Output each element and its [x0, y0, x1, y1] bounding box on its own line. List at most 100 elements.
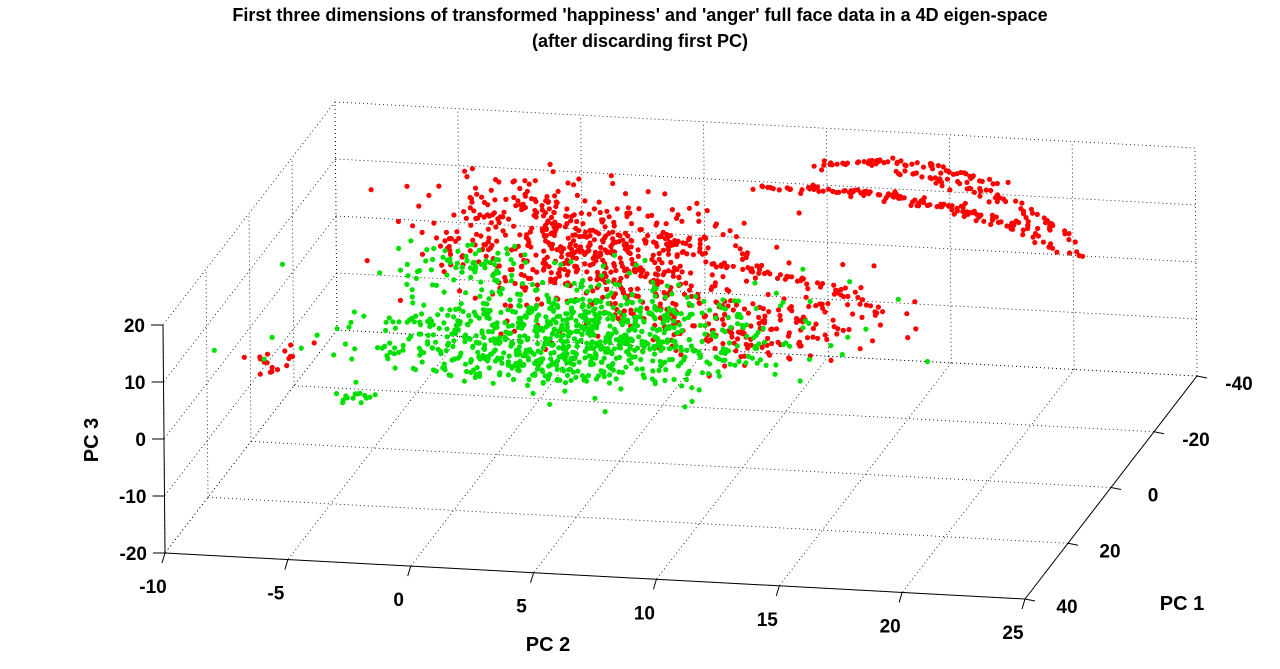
- data-point: [869, 338, 876, 344]
- data-point: [509, 365, 515, 371]
- data-point: [351, 309, 357, 315]
- data-point: [703, 259, 709, 265]
- data-point: [433, 339, 439, 345]
- data-point: [652, 379, 658, 385]
- data-point: [534, 287, 540, 293]
- data-point: [342, 341, 348, 347]
- data-point: [515, 198, 521, 204]
- data-point: [568, 360, 574, 366]
- data-point: [655, 266, 662, 272]
- data-point: [331, 352, 337, 358]
- data-point: [977, 193, 983, 199]
- data-point: [486, 213, 492, 219]
- data-point: [743, 254, 749, 261]
- data-point: [938, 201, 944, 207]
- data-point: [658, 363, 664, 369]
- data-point: [775, 307, 782, 313]
- data-point: [576, 359, 582, 365]
- data-point: [511, 328, 518, 334]
- grid-line: [287, 336, 461, 560]
- data-point: [740, 266, 746, 272]
- data-point: [516, 367, 522, 374]
- data-point: [610, 236, 616, 242]
- data-point: [904, 311, 910, 317]
- data-point: [971, 189, 978, 195]
- data-point: [542, 373, 548, 379]
- data-point: [642, 257, 648, 263]
- data-point: [605, 278, 611, 284]
- data-point: [522, 352, 528, 359]
- data-point: [516, 303, 522, 309]
- data-point: [599, 273, 605, 279]
- data-point: [473, 333, 479, 339]
- data-point: [845, 293, 851, 299]
- data-point: [473, 371, 479, 378]
- y-tick-label: 0: [1148, 486, 1159, 507]
- data-point: [518, 271, 524, 278]
- data-point: [565, 180, 571, 186]
- data-point: [687, 287, 693, 293]
- data-point: [639, 341, 645, 347]
- data-point: [992, 195, 999, 201]
- data-point: [600, 217, 606, 223]
- data-point: [811, 163, 817, 169]
- data-point: [626, 299, 632, 305]
- data-point: [813, 303, 819, 309]
- data-point: [908, 202, 914, 208]
- data-point: [543, 226, 550, 232]
- x-tick-label: -5: [267, 584, 284, 605]
- data-point: [622, 294, 628, 300]
- data-point: [465, 322, 471, 328]
- data-point: [803, 318, 809, 324]
- data-point: [574, 287, 580, 293]
- data-point: [641, 319, 647, 325]
- data-point: [534, 296, 541, 302]
- data-point: [372, 392, 378, 398]
- data-point: [400, 342, 406, 348]
- data-point: [479, 194, 485, 200]
- data-point: [387, 349, 393, 355]
- data-point: [683, 280, 689, 286]
- x-tick-mark: [407, 565, 412, 577]
- data-point: [825, 301, 831, 307]
- data-point: [584, 269, 590, 275]
- data-point: [610, 316, 616, 322]
- data-point: [539, 301, 545, 307]
- data-point: [739, 322, 745, 328]
- data-point: [582, 229, 589, 235]
- data-point: [349, 356, 355, 362]
- data-point: [633, 307, 639, 313]
- data-point: [1025, 219, 1031, 225]
- data-point: [821, 162, 827, 168]
- data-point: [929, 166, 936, 172]
- data-point: [669, 207, 676, 213]
- data-point: [517, 232, 523, 238]
- data-point: [602, 224, 608, 230]
- data-point: [653, 222, 659, 228]
- x-axis-line: [164, 552, 1026, 600]
- data-point: [932, 175, 939, 181]
- data-point: [508, 343, 514, 349]
- data-point: [677, 263, 683, 269]
- data-point: [264, 351, 271, 357]
- data-point: [570, 238, 577, 244]
- data-point: [556, 345, 562, 351]
- data-point: [462, 361, 469, 367]
- data-point: [938, 179, 945, 185]
- data-point: [617, 255, 623, 261]
- data-point: [675, 330, 681, 336]
- data-point: [571, 336, 578, 342]
- data-point: [576, 176, 582, 182]
- data-point: [660, 247, 666, 253]
- data-point: [639, 366, 645, 372]
- data-point: [333, 391, 340, 397]
- data-point: [964, 179, 970, 185]
- data-point: [579, 284, 585, 290]
- data-point: [753, 305, 759, 312]
- data-point: [482, 242, 488, 248]
- data-point: [382, 343, 388, 349]
- data-point: [479, 328, 485, 334]
- data-point: [410, 223, 416, 229]
- data-point: [405, 273, 411, 279]
- data-point: [454, 260, 460, 266]
